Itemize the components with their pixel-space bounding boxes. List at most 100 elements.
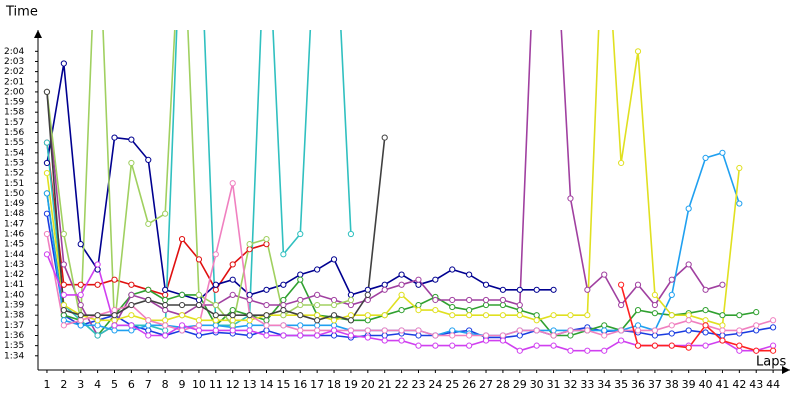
- lap-point: [60, 230, 67, 238]
- lap-point: [263, 241, 270, 248]
- x-tick-label: 32: [563, 378, 577, 391]
- lap-point: [449, 327, 456, 334]
- x-tick-label: 40: [699, 378, 713, 391]
- lap-point: [499, 332, 507, 339]
- lap-point: [212, 281, 219, 288]
- lap-point: [94, 281, 101, 288]
- lap-point: [128, 327, 135, 334]
- x-tick-label: 28: [496, 378, 510, 391]
- lap-point: [550, 327, 557, 334]
- lap-point: [499, 286, 507, 293]
- lap-point: [77, 291, 84, 298]
- lap-point: [43, 251, 51, 258]
- lap-point: [415, 276, 422, 283]
- lap-point: [94, 332, 101, 339]
- x-tick-label: 31: [547, 378, 561, 391]
- lap-point: [651, 301, 659, 309]
- lap-point: [736, 347, 743, 354]
- lap-point: [381, 286, 388, 293]
- lap-point: [94, 266, 101, 273]
- lap-point: [550, 312, 557, 319]
- lap-point: [111, 134, 118, 141]
- lap-point: [466, 296, 473, 304]
- lap-point: [584, 327, 591, 334]
- lap-point: [263, 327, 270, 334]
- lap-point: [618, 159, 625, 167]
- lap-point: [651, 342, 659, 349]
- lap-point: [618, 281, 625, 288]
- lap-point: [533, 327, 540, 334]
- lap-point: [229, 307, 236, 314]
- lap-point: [601, 347, 608, 354]
- lap-point: [77, 317, 84, 324]
- x-axis-arrow: [782, 366, 790, 374]
- lap-point: [634, 342, 642, 349]
- lap-point: [162, 210, 169, 217]
- x-tick-label: 26: [462, 378, 476, 391]
- lap-point: [145, 317, 152, 324]
- lap-point: [280, 312, 287, 319]
- y-axis-label: Time: [5, 5, 38, 20]
- lap-point: [618, 301, 625, 309]
- lap-point: [94, 312, 101, 319]
- lap-point: [533, 312, 540, 319]
- lap-point: [128, 159, 135, 167]
- lap-point: [685, 344, 692, 351]
- lap-point: [415, 281, 422, 288]
- lap-point: [499, 296, 507, 304]
- lap-point: [195, 322, 203, 329]
- lap-point: [499, 337, 507, 344]
- lap-point: [162, 307, 169, 314]
- lap-point: [668, 322, 675, 329]
- lap-point: [60, 312, 67, 319]
- lap-point: [43, 170, 51, 177]
- lap-point: [516, 301, 523, 309]
- lap-point: [702, 307, 709, 314]
- lap-point: [601, 332, 608, 339]
- lap-point: [702, 286, 709, 293]
- lap-point: [229, 312, 236, 319]
- lap-point: [516, 347, 523, 354]
- lap-point: [195, 317, 203, 324]
- lap-point: [634, 307, 642, 314]
- lap-point: [246, 317, 253, 324]
- x-tick-label: 4: [94, 378, 101, 391]
- lap-point: [584, 347, 591, 354]
- x-axis-label: Laps: [756, 355, 786, 370]
- lap-point: [280, 296, 287, 304]
- x-tick-label: 18: [327, 378, 341, 391]
- lap-point: [685, 327, 692, 334]
- lap-point: [111, 317, 118, 324]
- y-tick-label: 1:45: [4, 240, 24, 250]
- lap-point: [347, 301, 355, 309]
- lap-point: [736, 342, 743, 349]
- lap-point: [398, 281, 405, 288]
- lap-point: [297, 301, 304, 309]
- lap-point: [567, 327, 574, 334]
- x-tick-label: 3: [77, 378, 84, 391]
- lap-point: [550, 332, 557, 339]
- lap-point: [364, 296, 371, 304]
- lap-point: [263, 235, 270, 243]
- y-tick-label: 1:39: [4, 301, 24, 311]
- lap-point: [651, 332, 659, 339]
- lap-point: [178, 322, 186, 329]
- lap-point: [719, 327, 726, 334]
- lap-point: [398, 291, 405, 298]
- lap-point: [516, 307, 523, 314]
- lap-point: [736, 164, 743, 172]
- lap-point: [178, 235, 186, 243]
- lap-point: [229, 322, 236, 329]
- lap-point: [145, 327, 152, 334]
- lap-point: [297, 296, 304, 304]
- lap-point: [212, 251, 219, 258]
- lap-point: [347, 291, 355, 298]
- lap-point: [60, 322, 67, 329]
- lap-point: [60, 261, 67, 268]
- lap-point: [162, 317, 169, 324]
- lap-point: [364, 312, 371, 319]
- x-tick-label: 10: [192, 378, 206, 391]
- lap-point: [668, 330, 675, 337]
- x-tick-label: 21: [378, 378, 392, 391]
- y-tick-label: 1:40: [4, 290, 24, 300]
